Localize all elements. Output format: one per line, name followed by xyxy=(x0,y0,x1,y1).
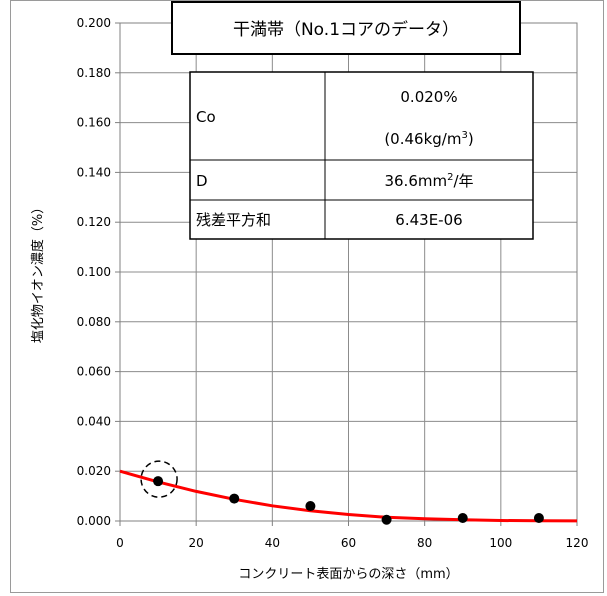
series-layer xyxy=(119,460,578,525)
y-tick-label: 0.060 xyxy=(77,365,111,379)
y-tick-label: 0.100 xyxy=(77,265,111,279)
table-border xyxy=(189,71,534,240)
title-box-border xyxy=(171,1,521,55)
y-tick-label: 0.140 xyxy=(77,165,111,179)
x-tick-label: 80 xyxy=(417,536,432,550)
x-tick-label: 60 xyxy=(341,536,356,550)
y-tick-label: 0.200 xyxy=(77,16,111,30)
y-tick-label: 0.020 xyxy=(77,464,111,478)
x-tick-label: 100 xyxy=(489,536,512,550)
x-tick-label: 120 xyxy=(566,536,589,550)
data-point xyxy=(457,513,468,524)
data-point xyxy=(229,493,240,504)
table-row-d-value: 36.6mm2/年 xyxy=(384,172,473,190)
y-tick-label: 0.180 xyxy=(77,66,111,80)
table-row-residual-label: 残差平方和 xyxy=(196,211,271,229)
x-axis-title: コンクリート表面からの深さ（mm） xyxy=(238,567,458,582)
x-tick-label: 20 xyxy=(189,536,204,550)
x-axis: 0 20 40 60 80 100 120 xyxy=(116,521,588,550)
y-tick-label: 0.120 xyxy=(77,215,111,229)
info-table: Co 0.020% (0.46kg/m3) D 36.6mm2/年 残差平方和 … xyxy=(189,71,534,240)
table-row-co-label: Co xyxy=(196,108,216,126)
chart-title: 干満帯（No.1コアのデータ） xyxy=(233,19,459,40)
y-axis: 0.000 0.020 0.040 0.060 0.080 0.100 0.120 0.140… xyxy=(77,16,120,528)
y-axis-title: 塩化物イオン濃度（%） xyxy=(30,201,46,343)
x-tick-label: 40 xyxy=(265,536,280,550)
table-row-d-label: D xyxy=(196,172,208,190)
data-point xyxy=(305,501,316,512)
x-tick-label: 0 xyxy=(116,536,124,550)
y-tick-label: 0.080 xyxy=(77,315,111,329)
table-row-co-value: 0.020% xyxy=(400,88,457,106)
data-point xyxy=(381,514,392,525)
y-tick-label: 0.040 xyxy=(77,414,111,428)
highlight-circle xyxy=(140,460,178,498)
table-row-residual-value: 6.43E-06 xyxy=(395,211,462,229)
data-point xyxy=(533,513,544,524)
chart-title-box: 干満帯（No.1コアのデータ） xyxy=(171,1,521,55)
data-point xyxy=(153,476,164,487)
table-row-co-value2: (0.46kg/m3) xyxy=(384,130,473,148)
y-tick-label: 0.160 xyxy=(77,116,111,130)
fit-curve-line xyxy=(119,469,578,523)
y-tick-label: 0.000 xyxy=(77,514,111,528)
